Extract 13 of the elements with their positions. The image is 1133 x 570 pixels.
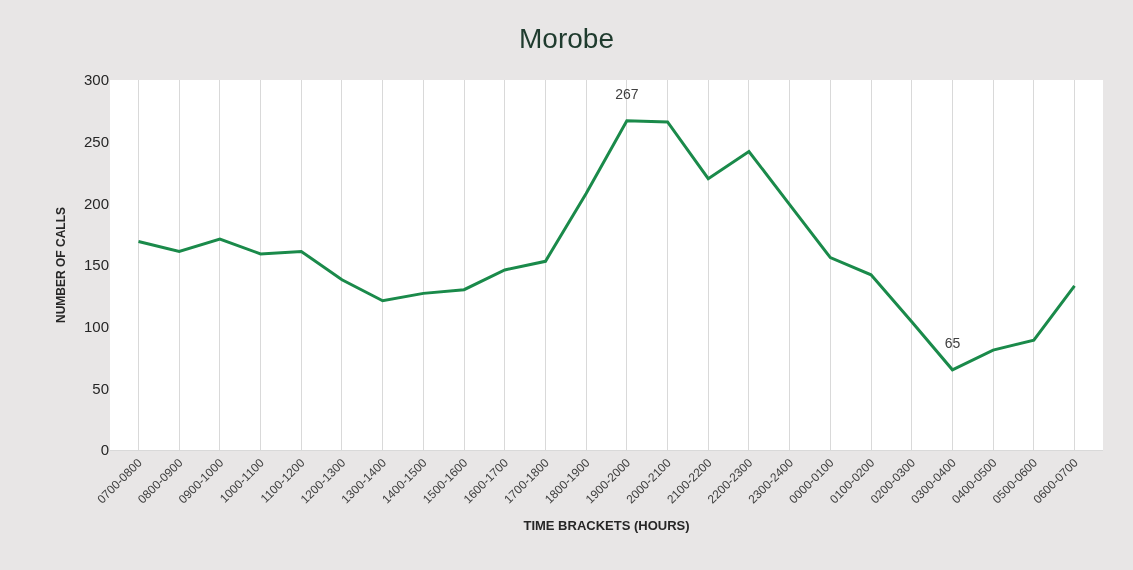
y-tick-label: 50 <box>92 379 109 397</box>
data-label: 267 <box>615 86 639 102</box>
y-tick-label: 300 <box>83 71 109 89</box>
y-tick-label: 200 <box>83 194 109 212</box>
line-series <box>136 119 1077 372</box>
y-tick-label: 0 <box>100 441 109 459</box>
x-axis-title: TIME BRACKETS (HOURS) <box>523 517 690 533</box>
y-tick-label: 150 <box>83 256 109 274</box>
y-tick-label: 100 <box>83 317 109 335</box>
chart-title: Morobe <box>519 23 614 55</box>
y-axis-title: NUMBER OF CALLS <box>54 207 69 323</box>
y-tick-label: 250 <box>83 132 109 150</box>
data-label: 65 <box>944 335 961 352</box>
